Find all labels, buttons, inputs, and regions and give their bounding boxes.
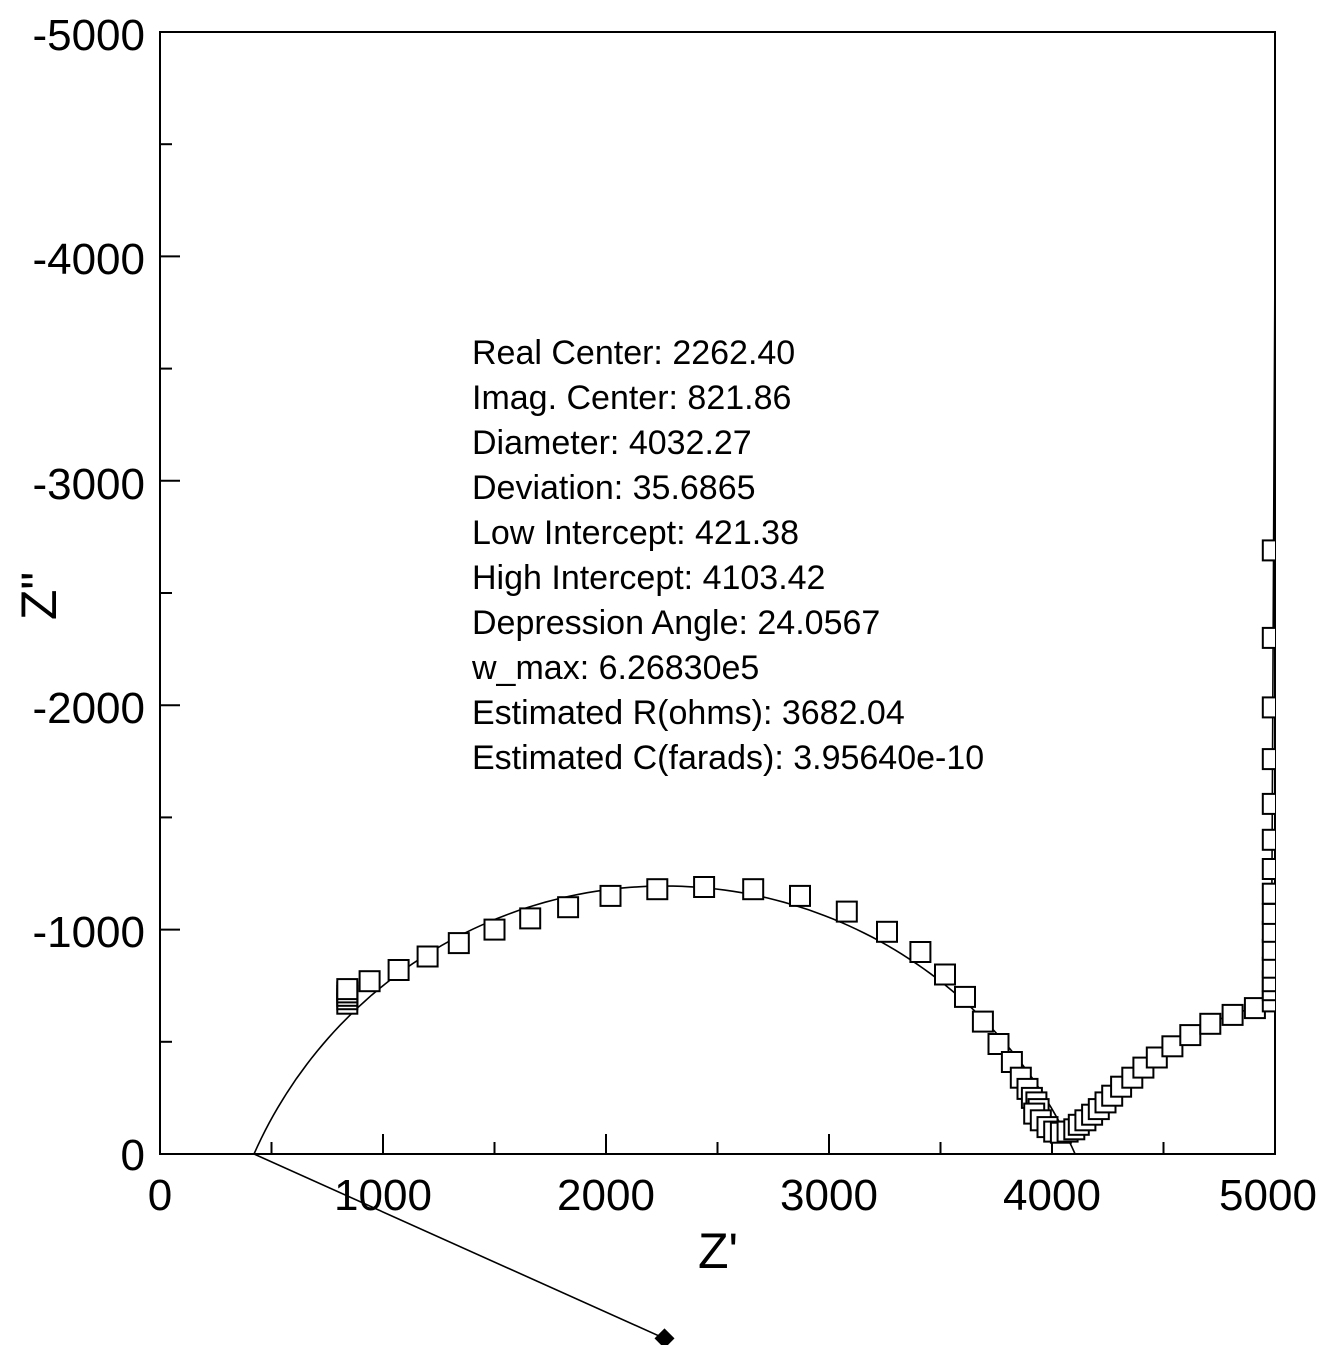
data-point xyxy=(1261,882,1275,905)
data-point xyxy=(483,918,506,941)
data-point xyxy=(519,907,542,930)
x-tick-label: 3000 xyxy=(780,1171,878,1220)
data-point xyxy=(1261,902,1275,925)
measured-points xyxy=(336,539,1275,1144)
data-point xyxy=(1261,858,1275,880)
data-point xyxy=(336,978,359,1001)
x-tick-labels: 0 1000 2000 3000 4000 5000 xyxy=(148,1171,1317,1220)
data-point xyxy=(1161,1035,1184,1058)
data-point xyxy=(416,945,439,968)
data-point xyxy=(876,920,898,943)
fit-line xyxy=(1051,32,1276,1133)
fit-semicircle xyxy=(253,885,1076,1155)
annotation-estimated-r: Estimated R(ohms): 3682.04 xyxy=(472,694,905,732)
data-point xyxy=(646,878,669,901)
data-point xyxy=(909,941,932,963)
annotation-real-center: Real Center: 2262.40 xyxy=(472,334,795,372)
annotation-w-max: w_max: 6.26830e5 xyxy=(471,649,759,687)
data-point xyxy=(557,896,580,919)
y-tick-label: -1000 xyxy=(32,908,145,957)
annotation-depression-angle: Depression Angle: 24.0567 xyxy=(472,604,880,642)
circle-center-marker xyxy=(654,1328,675,1345)
data-point xyxy=(1199,1012,1222,1035)
y-tick-label: -5000 xyxy=(32,11,145,60)
data-point xyxy=(971,1010,994,1033)
annotation-deviation: Deviation: 35.6865 xyxy=(472,469,756,507)
data-point xyxy=(1221,1003,1244,1026)
data-point xyxy=(1261,792,1275,815)
data-point xyxy=(387,959,410,981)
data-point xyxy=(1179,1024,1202,1047)
x-tick-label: 0 xyxy=(148,1171,172,1220)
x-tick-label: 4000 xyxy=(1003,1171,1101,1220)
data-point xyxy=(358,970,381,993)
data-point xyxy=(954,985,976,1008)
x-tick-label: 2000 xyxy=(557,1171,655,1220)
x-axis-label: Z' xyxy=(698,1223,738,1279)
y-tick-label: -3000 xyxy=(32,460,145,509)
data-point xyxy=(742,878,765,901)
x-tick-label: 5000 xyxy=(1219,1171,1317,1220)
radius-line xyxy=(253,1153,665,1340)
annotation-high-intercept: High Intercept: 4103.42 xyxy=(472,559,825,597)
data-point xyxy=(1261,539,1275,562)
data-point xyxy=(1261,748,1275,771)
data-point xyxy=(447,932,470,955)
annotation-low-intercept: Low Intercept: 421.38 xyxy=(472,514,799,552)
annotation-diameter: Diameter: 4032.27 xyxy=(472,424,752,462)
data-point xyxy=(987,1033,1010,1055)
data-point xyxy=(1261,696,1275,719)
data-point xyxy=(599,884,622,907)
data-point xyxy=(934,963,956,986)
y-tick-label: -4000 xyxy=(32,235,145,284)
data-point xyxy=(1261,626,1275,649)
fit-layer xyxy=(253,32,1276,1345)
y-tick-label: 0 xyxy=(121,1131,145,1180)
fit-results-annotation: Real Center: 2262.40 Imag. Center: 821.8… xyxy=(471,334,984,777)
annotation-imag-center: Imag. Center: 821.86 xyxy=(472,379,791,417)
annotation-estimated-c: Estimated C(farads): 3.95640e-10 xyxy=(472,739,984,777)
data-point xyxy=(789,884,811,907)
axis-ticks xyxy=(159,31,1276,1155)
y-tick-labels: 0 -1000 -2000 -3000 -4000 -5000 xyxy=(32,11,145,1180)
y-tick-label: -2000 xyxy=(32,684,145,733)
y-axis-label: Z" xyxy=(11,572,67,620)
data-point xyxy=(693,876,716,898)
data-point xyxy=(1261,828,1275,851)
data-point xyxy=(835,900,858,923)
